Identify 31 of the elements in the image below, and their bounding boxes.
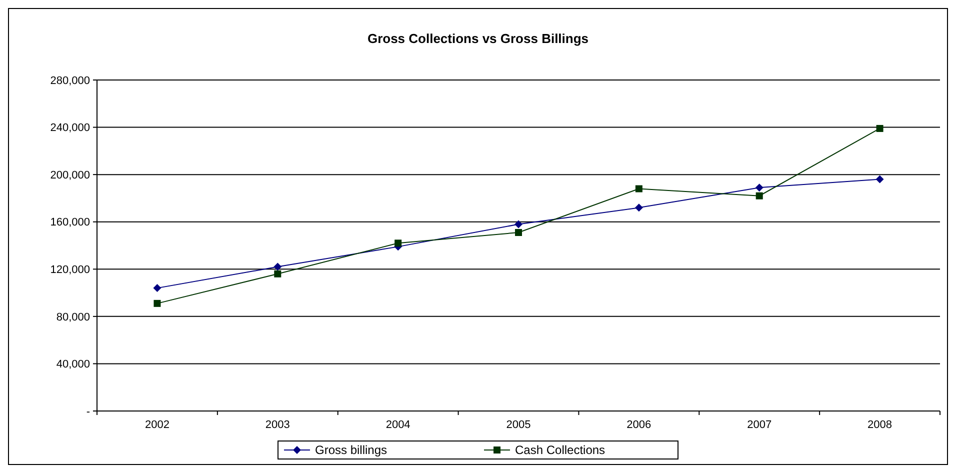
y-tick-label: 160,000 [50, 216, 90, 229]
point [876, 175, 884, 184]
point [274, 270, 282, 278]
point [394, 240, 402, 247]
x-tick-label: 2007 [747, 419, 772, 431]
point [755, 184, 764, 192]
x-tick-label: 2002 [144, 419, 170, 431]
y-tick-label: 40,000 [56, 358, 90, 371]
point [154, 300, 161, 307]
legend-label: Cash Collections [515, 443, 606, 458]
x-tick-label: 2003 [265, 419, 290, 431]
y-tick-label: 120,000 [50, 264, 90, 276]
y-tick-label: 80,000 [56, 311, 90, 324]
x-tick-label: 2004 [386, 419, 410, 431]
y-tick-label: 240,000 [50, 122, 90, 134]
point [756, 192, 763, 200]
point [153, 284, 162, 292]
y-tick-label: - [86, 406, 90, 418]
x-tick-label: 2006 [626, 419, 652, 431]
point [274, 262, 282, 271]
point [514, 220, 522, 228]
x-tick-label: 2008 [868, 419, 892, 431]
y-tick-label: 200,000 [50, 169, 90, 182]
point [635, 185, 642, 192]
point [634, 204, 643, 212]
chart-title: Gross Collections vs Gross Billings [367, 31, 589, 46]
legend-label: Gross billings [315, 443, 388, 458]
point [876, 124, 884, 132]
point [515, 228, 522, 236]
y-tick-label: 280,000 [50, 74, 90, 87]
x-tick-label: 2005 [506, 419, 531, 431]
